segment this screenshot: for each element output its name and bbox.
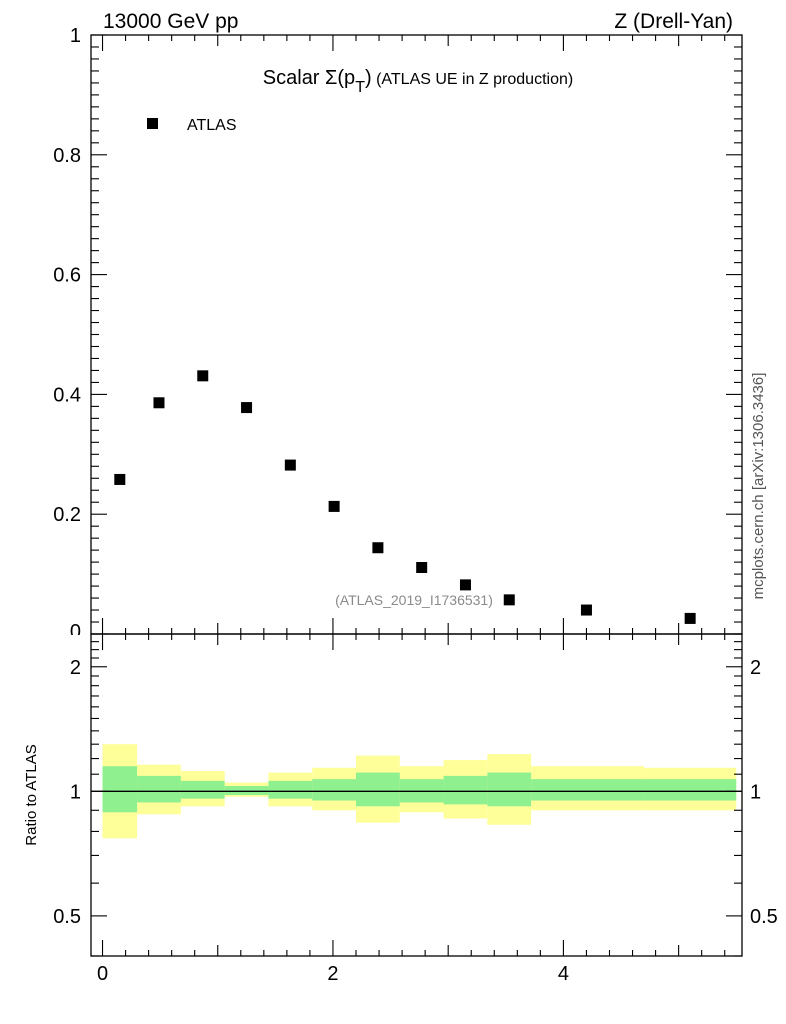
title-part-scalar: Scalar	[263, 67, 325, 89]
legend-label-atlas: ATLAS	[187, 117, 237, 134]
header-left: 13000 GeV pp	[103, 10, 238, 33]
ratio-band-inner	[180, 780, 225, 799]
ratio-band-inner	[224, 786, 269, 795]
data-point-atlas	[328, 500, 340, 512]
data-point-atlas	[416, 562, 428, 574]
main-y-tick-label: 1	[70, 25, 81, 47]
zero-label-clip	[40, 635, 90, 647]
ratio-y-tick-label-right: 0.5	[750, 906, 778, 928]
ratio-band-inner	[137, 775, 181, 803]
ratio-tick-labels: 0.5 0.5 1 1 2 2 0 2 4	[53, 657, 778, 985]
ratio-bands	[102, 744, 737, 839]
data-point-atlas	[241, 402, 253, 414]
data-point-atlas	[153, 397, 165, 409]
data-point-atlas	[503, 594, 515, 606]
data-point-atlas	[372, 542, 384, 554]
main-axis-ticks	[91, 34, 742, 635]
x-tick-label: 4	[558, 963, 569, 985]
ratio-band-inner	[644, 779, 737, 801]
ratio-y-tick-label: 2	[70, 657, 81, 679]
main-y-tick-label: 0.6	[53, 265, 81, 287]
data-points	[114, 370, 696, 624]
ratio-y-tick-label: 1	[70, 781, 81, 803]
main-y-tick-label: 0.4	[53, 384, 81, 406]
ratio-y-axis-label: Ratio to ATLAS	[23, 744, 40, 845]
main-y-tick-label: 0.2	[53, 504, 81, 526]
ratio-band-inner	[312, 779, 357, 801]
ratio-y-tick-label: 0.5	[53, 906, 81, 928]
header-right: Z (Drell-Yan)	[614, 10, 733, 33]
side-note-reference: mcplots.cern.ch [arXiv:1306.3436]	[750, 373, 767, 600]
ratio-band-inner	[268, 780, 313, 799]
data-point-atlas	[114, 473, 126, 485]
data-point-atlas	[197, 370, 209, 382]
data-point-atlas	[580, 604, 592, 616]
data-point-atlas	[684, 612, 696, 624]
x-tick-label: 2	[327, 963, 338, 985]
analysis-watermark: (ATLAS_2019_I1736531)	[335, 592, 493, 608]
title-part-close: )	[365, 67, 372, 89]
title-part-description: (ATLAS UE in Z production)	[372, 71, 574, 88]
title-part-sigma: Σ(p	[325, 67, 355, 89]
main-panel: 0.2 0.4 0.6 0.8 1 0 Scalar Σ(pT) (ATLAS UE in…	[40, 25, 743, 647]
main-title: Scalar Σ(pT) (ATLAS UE in Z production)	[263, 67, 573, 96]
ratio-y-tick-label-right: 1	[750, 781, 761, 803]
ratio-panel: 0.5 0.5 1 1 2 2 0 2 4 Ratio to ATLAS	[23, 633, 778, 985]
ratio-band-inner	[531, 779, 645, 801]
data-point-atlas	[284, 459, 296, 471]
main-tick-labels: 0.2 0.4 0.6 0.8 1 0	[40, 25, 90, 647]
ratio-frame	[90, 633, 743, 957]
legend: ATLAS	[147, 117, 237, 134]
ratio-band-inner	[443, 775, 488, 805]
ratio-y-tick-label-right: 2	[750, 657, 761, 679]
main-y-tick-label-zero: 0	[70, 621, 81, 643]
ratio-band-inner	[356, 772, 400, 807]
x-tick-label: 0	[97, 963, 108, 985]
ratio-axis-ticks	[91, 633, 742, 957]
title-part-subscript: T	[355, 79, 365, 96]
ratio-band-inner	[102, 766, 138, 813]
main-y-tick-label: 0.8	[53, 145, 81, 167]
ratio-band-inner	[487, 772, 532, 807]
data-point-atlas	[459, 579, 471, 591]
legend-marker	[147, 118, 158, 129]
